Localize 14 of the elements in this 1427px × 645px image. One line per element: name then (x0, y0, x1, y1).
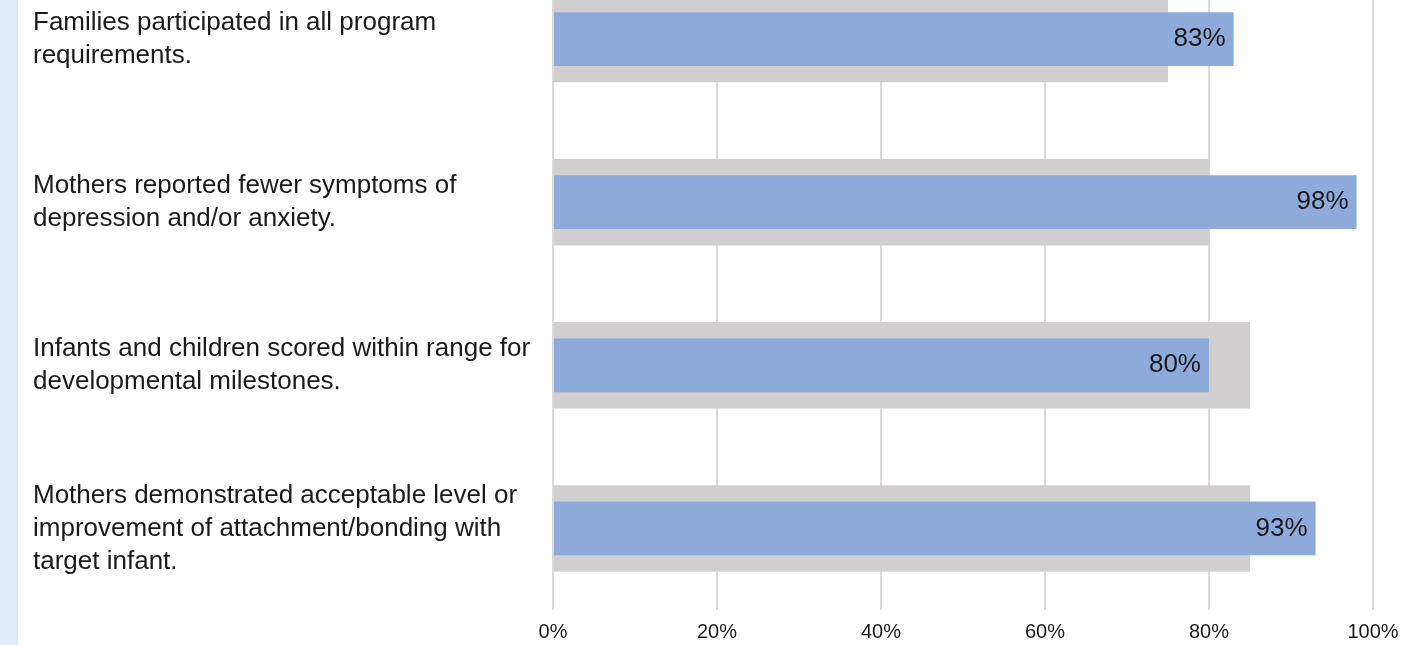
data-label: 93% (1255, 511, 1308, 542)
x-tick-label: 80% (1188, 619, 1230, 642)
y-tick-label: Families participated in all program requirements. (33, 5, 437, 69)
x-tick-label: 0% (538, 619, 568, 642)
y-tick-label: Mothers reported fewer symptoms of depression and/or anxiety. (33, 168, 458, 232)
x-tick-label: 100% (1347, 619, 1399, 642)
y-tick-label: Mothers demonstrated acceptable level or improvement of attachment/bonding with target infant. (33, 478, 518, 575)
y-tick-label: Infants and children scored within range for developmental milestones. (33, 331, 531, 396)
data-label: 98% (1296, 185, 1349, 216)
x-tick-label: 20% (696, 619, 738, 642)
data-label: 83% (1173, 22, 1226, 53)
data-label: 80% (1148, 348, 1201, 379)
x-tick-label: 60% (1024, 619, 1066, 642)
x-tick-label: 40% (860, 619, 902, 642)
